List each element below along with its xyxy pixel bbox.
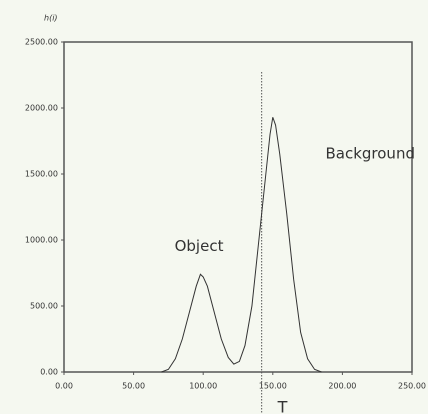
y-tick-label: 2500.00 <box>25 38 58 47</box>
x-tick-label: 250.00 <box>398 382 426 391</box>
plot-frame <box>64 42 412 372</box>
y-axis-label: h(i) <box>44 14 58 23</box>
threshold-label: T <box>277 398 288 414</box>
annotation: Background <box>325 145 415 163</box>
y-tick-label: 0.00 <box>40 368 58 377</box>
x-tick-label: 0.00 <box>55 382 73 391</box>
y-tick-label: 1500.00 <box>25 170 58 179</box>
x-tick-label: 150.00 <box>259 382 287 391</box>
annotation: Object <box>175 237 224 255</box>
y-tick-label: 1000.00 <box>25 236 58 245</box>
x-tick-label: 50.00 <box>122 382 145 391</box>
chart: h(i) 0.00 500.00 1000.00 1500.00 2000.00 2500… <box>0 0 428 414</box>
x-tick-label: 100.00 <box>189 382 217 391</box>
y-tick-label: 500.00 <box>30 302 58 311</box>
y-tick-label: 2000.00 <box>25 104 58 113</box>
x-tick-label: 200.00 <box>328 382 356 391</box>
